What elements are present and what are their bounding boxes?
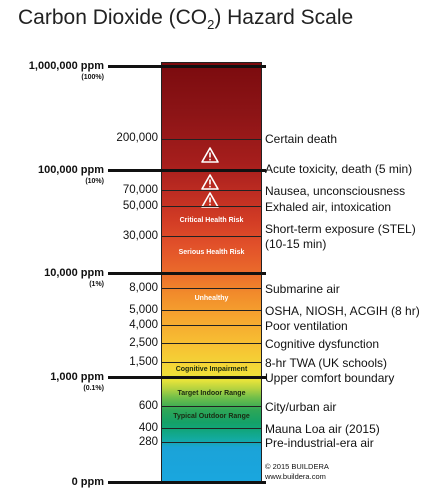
major-level-label: 0 ppm — [71, 476, 104, 488]
tick — [162, 442, 262, 443]
level-value: 50,000 — [122, 200, 158, 212]
decade-line-10000 — [108, 272, 266, 275]
copyright-text: © 2015 BUILDERA — [265, 462, 329, 471]
level-value: 400 — [138, 422, 158, 434]
level-value: 600 — [138, 400, 158, 412]
level-description: Short-term exposure (STEL) — [265, 222, 416, 236]
major-level-label: 100,000 ppm — [37, 164, 104, 176]
tick — [162, 190, 262, 191]
level-description: Submarine air — [265, 282, 340, 296]
level-description: 8-hr TWA (UK schools) — [265, 356, 388, 370]
warning-triangle-icon — [201, 192, 219, 208]
level-value: 4,000 — [129, 319, 158, 331]
level-description: Poor ventilation — [265, 319, 348, 333]
tick — [162, 362, 262, 363]
tick — [162, 428, 262, 429]
major-level-percent: (100%) — [81, 74, 104, 81]
page-title: Carbon Dioxide (CO2) Hazard Scale — [18, 6, 354, 33]
tick — [162, 288, 262, 289]
warning-triangle-icon — [201, 147, 219, 163]
level-value: 2,500 — [129, 337, 158, 349]
tick — [162, 343, 262, 344]
major-level-percent: (0.1%) — [83, 385, 104, 392]
level-description: Certain death — [265, 132, 338, 146]
level-description: Cognitive dysfunction — [265, 337, 380, 351]
tick — [162, 406, 262, 407]
zone-cognitive-impairment: Cognitive Impairment — [175, 366, 248, 373]
tick — [162, 206, 262, 207]
level-description: Mauna Loa air (2015) — [265, 422, 380, 436]
website-link[interactable]: www.buildera.com — [265, 472, 326, 481]
level-value: 30,000 — [122, 230, 158, 242]
level-description: Acute toxicity, death (5 min) — [265, 162, 413, 176]
major-level-percent: (10%) — [85, 178, 104, 185]
level-value: 8,000 — [129, 282, 158, 294]
zone-unhealthy: Unhealthy — [194, 295, 229, 302]
level-description: Pre-industrial-era air — [265, 436, 374, 450]
zone-critical-health-risk: Critical Health Risk — [179, 217, 244, 224]
level-description: City/urban air — [265, 400, 337, 414]
level-value: 200,000 — [116, 132, 158, 144]
major-level-label: 1,000,000 ppm — [28, 60, 104, 72]
level-description: (10-15 min) — [265, 237, 327, 251]
major-level-label: 10,000 ppm — [44, 267, 104, 279]
level-description: Upper comfort boundary — [265, 371, 395, 385]
decade-line-1000 — [108, 376, 266, 379]
level-value: 70,000 — [122, 184, 158, 196]
decade-line-100000 — [108, 169, 266, 172]
zone-serious-health-risk: Serious Health Risk — [178, 249, 245, 256]
zone-typical-outdoor-range: Typical Outdoor Range — [173, 413, 250, 420]
level-description: OSHA, NIOSH, ACGIH (8 hr) — [265, 304, 420, 318]
warning-triangle-icon — [201, 174, 219, 190]
level-value: 280 — [138, 436, 158, 448]
level-description: Exhaled air, intoxication — [265, 200, 392, 214]
decade-line-1000000 — [108, 65, 266, 68]
level-value: 1,500 — [129, 356, 158, 368]
tick — [162, 325, 262, 326]
level-value: 5,000 — [129, 304, 158, 316]
decade-line-0 — [108, 481, 266, 484]
zone-target-indoor-range: Target Indoor Range — [177, 390, 246, 397]
tick — [162, 139, 262, 140]
major-level-percent: (1%) — [89, 281, 104, 288]
tick — [162, 310, 262, 311]
tick — [162, 236, 262, 237]
major-level-label: 1,000 ppm — [50, 371, 104, 383]
level-description: Nausea, unconsciousness — [265, 184, 406, 198]
